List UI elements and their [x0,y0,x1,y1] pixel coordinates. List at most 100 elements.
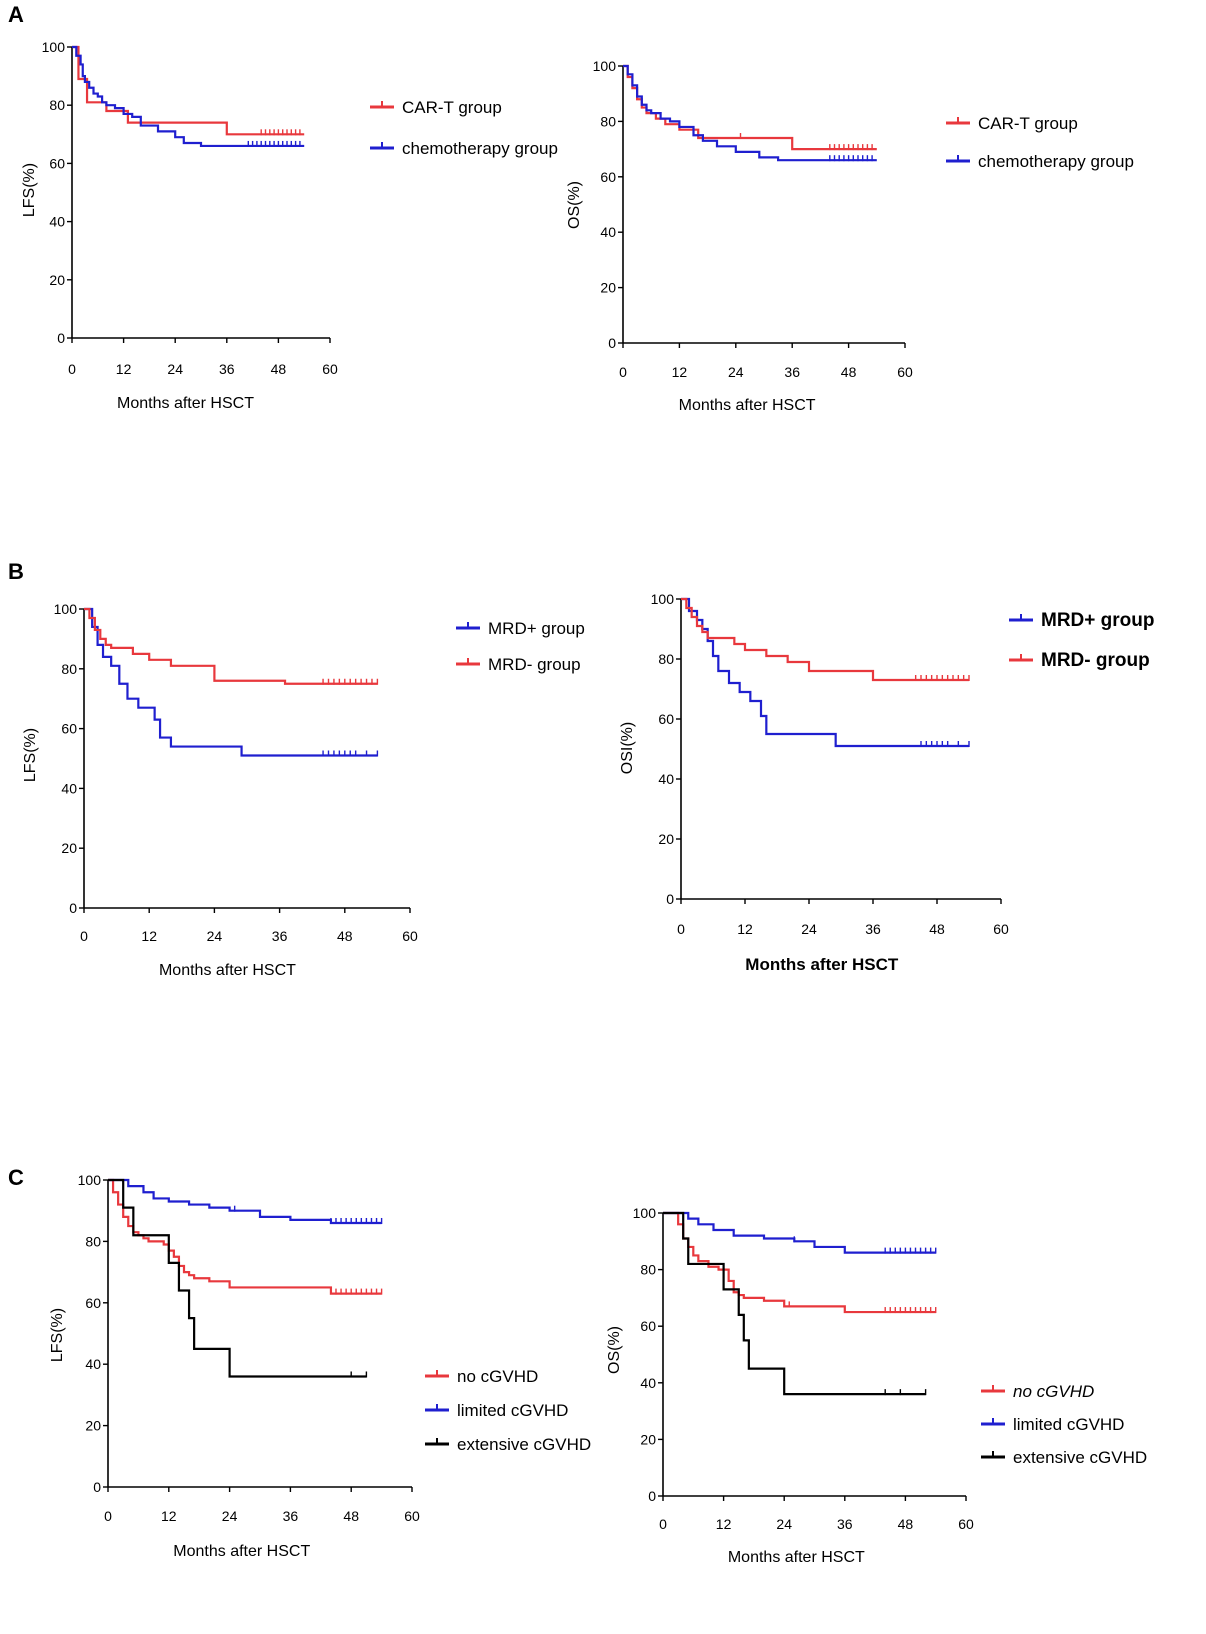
x-tick-label: 12 [161,1508,177,1524]
chart-c2-os-cgvhd: 0 20 40 60 80 100 0 12 24 36 48 60 Months after HSCT… [606,1205,1147,1566]
legend-label: MRD+ group [1041,610,1154,631]
y-tick-label: 0 [648,1488,656,1504]
legend-item-mrd-group: MRD+ group [456,619,585,638]
series-line-mrd-group [84,607,378,685]
y-tick-label: 20 [61,840,77,856]
y-tick-label: 80 [61,661,77,677]
x-tick-label: 0 [68,361,76,377]
y-axis-title: OS(%) [566,181,583,229]
x-tick-label: 24 [801,921,817,937]
legend-label: no cGVHD [457,1367,538,1386]
chart-c1-lfs-cgvhd: 0 20 40 60 80 100 0 12 24 36 48 60 Months after HSCT… [49,1172,591,1560]
x-tick-label: 48 [337,928,353,944]
x-tick-label: 12 [716,1516,732,1532]
series-line-limited-cgvhd [663,1211,936,1254]
panel-label-a: A [8,2,24,27]
y-axis-title: OS(%) [606,1326,623,1374]
series-line-extensive-cgvhd [663,1211,926,1396]
series-line-extensive-cgvhd [108,1178,367,1378]
x-tick-label: 60 [897,364,913,380]
y-tick-label: 80 [600,113,616,129]
y-tick-label: 40 [640,1375,656,1391]
y-tick-label: 20 [658,831,674,847]
x-tick-label: 60 [958,1516,974,1532]
legend-label: chemotherapy group [978,152,1134,171]
series-line-no-cgvhd [108,1178,382,1295]
y-axis-title: OSI(%) [619,722,636,774]
x-tick-label: 24 [728,364,744,380]
chart-a1-lfs-cart-vs-chemo: 0 20 40 60 80 100 0 12 24 36 48 60 Months after HSCT… [21,39,558,412]
legend-label: MRD+ group [488,619,585,638]
series-line-chemotherapy-group [72,45,305,148]
legend-label: CAR-T group [978,114,1078,133]
x-tick-label: 12 [737,921,753,937]
x-tick-label: 24 [207,928,223,944]
x-tick-label: 0 [80,928,88,944]
series-line-mrd-group [84,607,378,757]
legend-label: CAR-T group [402,98,502,117]
series-line-limited-cgvhd [108,1178,382,1225]
legend-item-extensive-cgvhd: extensive cGVHD [981,1448,1147,1467]
x-tick-label: 60 [993,921,1009,937]
y-tick-label: 0 [608,335,616,351]
legend-label: extensive cGVHD [457,1435,591,1454]
x-axis-title: Months after HSCT [117,395,254,412]
x-tick-label: 0 [104,1508,112,1524]
y-tick-label: 40 [600,224,616,240]
y-tick-label: 20 [640,1431,656,1447]
legend-label: limited cGVHD [457,1401,568,1420]
legend-label: MRD- group [488,655,581,674]
x-tick-label: 24 [776,1516,792,1532]
y-tick-label: 40 [49,214,65,230]
y-tick-label: 80 [640,1262,656,1278]
legend-label: extensive cGVHD [1013,1448,1147,1467]
y-tick-label: 80 [49,97,65,113]
y-tick-label: 60 [600,169,616,185]
chart-b1-lfs-mrd: 0 20 40 60 80 100 0 12 24 36 48 60 Months after HSCT… [22,601,585,979]
y-tick-label: 100 [593,58,617,74]
y-tick-label: 20 [49,272,65,288]
panel-label-c: C [8,1165,24,1190]
y-tick-label: 40 [61,780,77,796]
y-tick-label: 20 [85,1418,101,1434]
x-axis-title: Months after HSCT [679,397,816,414]
y-tick-label: 60 [658,711,674,727]
y-tick-label: 60 [49,155,65,171]
legend-label: no cGVHD [1013,1382,1094,1401]
series-line-car-t-group [72,45,305,136]
y-tick-label: 40 [658,771,674,787]
x-axis-title: Months after HSCT [745,955,899,974]
x-tick-label: 36 [784,364,800,380]
y-tick-label: 60 [640,1318,656,1334]
y-tick-label: 60 [85,1295,101,1311]
legend-item-mrd-group: MRD- group [456,655,581,674]
series-line-mrd-group [681,597,969,748]
y-tick-label: 100 [651,591,675,607]
y-tick-label: 80 [658,651,674,667]
x-tick-label: 12 [672,364,688,380]
x-tick-label: 36 [283,1508,299,1524]
y-tick-label: 100 [42,39,66,55]
x-tick-label: 36 [837,1516,853,1532]
x-tick-label: 36 [219,361,235,377]
x-tick-label: 24 [222,1508,238,1524]
legend-item-mrd-group: MRD+ group [1009,610,1154,631]
y-tick-label: 60 [61,721,77,737]
legend-item-mrd-group: MRD- group [1009,650,1150,671]
legend-item-extensive-cgvhd: extensive cGVHD [425,1435,591,1454]
series-line-no-cgvhd [663,1211,936,1314]
y-tick-label: 100 [633,1205,657,1221]
y-axis-title: LFS(%) [21,163,38,217]
x-tick-label: 12 [116,361,132,377]
series-line-chemotherapy-group [623,64,877,162]
legend-item-chemotherapy-group: chemotherapy group [946,152,1134,171]
x-axis-title: Months after HSCT [173,1543,310,1560]
x-tick-label: 48 [343,1508,359,1524]
x-tick-label: 12 [141,928,157,944]
chart-b2-os-mrd: 0 20 40 60 80 100 0 12 24 36 48 60 Months after HSCT… [619,591,1154,974]
y-tick-label: 0 [93,1479,101,1495]
y-tick-label: 100 [54,601,78,617]
legend-item-limited-cgvhd: limited cGVHD [425,1401,568,1420]
legend-item-chemotherapy-group: chemotherapy group [370,139,558,158]
